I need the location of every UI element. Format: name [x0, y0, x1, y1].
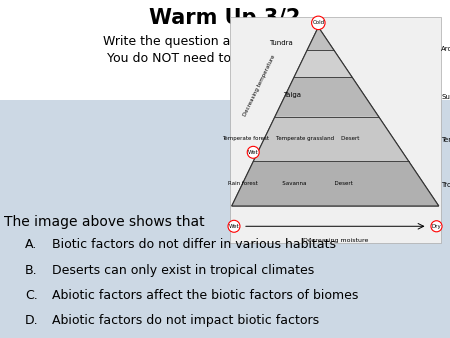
Polygon shape: [275, 77, 378, 117]
Text: Wet: Wet: [248, 150, 259, 155]
Text: Subarctic: Subarctic: [441, 94, 450, 100]
Text: Decreasing moisture: Decreasing moisture: [302, 238, 368, 243]
Text: B.: B.: [25, 264, 37, 276]
Text: Cold: Cold: [312, 20, 324, 25]
Text: The image above shows that: The image above shows that: [4, 215, 205, 228]
Polygon shape: [232, 27, 439, 206]
Text: Dry: Dry: [432, 224, 441, 229]
Polygon shape: [294, 50, 352, 77]
Text: Rain forest              Savanna                Desert: Rain forest Savanna Desert: [228, 181, 353, 186]
Text: D.: D.: [25, 314, 38, 327]
Text: Temperate forest    Temperate grassland    Desert: Temperate forest Temperate grassland Des…: [221, 137, 359, 141]
Text: C.: C.: [25, 289, 37, 302]
Text: Tundra: Tundra: [270, 40, 293, 46]
Text: Abiotic factors affect the biotic factors of biomes: Abiotic factors affect the biotic factor…: [52, 289, 358, 302]
FancyBboxPatch shape: [0, 0, 450, 100]
Text: Biotic factors do not differ in various habitats: Biotic factors do not differ in various …: [52, 238, 336, 251]
Text: Warm Up 3/2: Warm Up 3/2: [149, 8, 301, 28]
Polygon shape: [253, 117, 409, 161]
Text: Taiga: Taiga: [284, 92, 302, 98]
Text: You do NOT need to draw the picture.: You do NOT need to draw the picture.: [107, 52, 343, 65]
Text: Decreasing temperature: Decreasing temperature: [243, 54, 276, 117]
Polygon shape: [307, 27, 334, 50]
Text: Deserts can only exist in tropical climates: Deserts can only exist in tropical clima…: [52, 264, 314, 276]
FancyBboxPatch shape: [230, 17, 441, 243]
Text: Wet: Wet: [229, 224, 239, 229]
Text: Write the question and correct answer.: Write the question and correct answer.: [104, 35, 346, 48]
Text: A.: A.: [25, 238, 37, 251]
Text: Arctic: Arctic: [441, 46, 450, 51]
Text: Tropical: Tropical: [441, 183, 450, 188]
Polygon shape: [232, 161, 439, 206]
Text: Abiotic factors do not impact biotic factors: Abiotic factors do not impact biotic fac…: [52, 314, 319, 327]
Text: Temperate: Temperate: [441, 137, 450, 143]
